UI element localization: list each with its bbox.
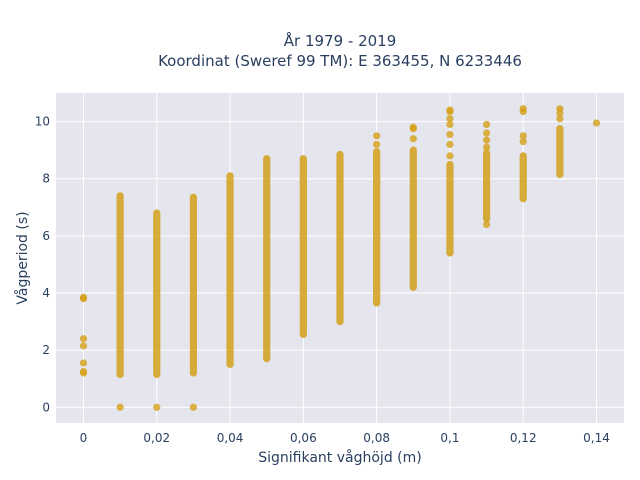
scatter-point-10-2	[446, 130, 454, 139]
scatter-point-1-0	[116, 403, 124, 411]
x-axis-title: Signifikant våghöjd (m)	[258, 449, 421, 466]
scatter-point-13-0	[556, 115, 564, 123]
y-axis-title: Vågperiod (s)	[14, 211, 31, 304]
scatter-point-11-3	[482, 129, 491, 137]
point-column-7	[336, 150, 344, 326]
point-column-2	[153, 209, 161, 379]
point-column-3	[189, 193, 198, 377]
point-column-1	[116, 192, 124, 379]
scatter-point-0-2	[79, 359, 88, 367]
y-tick-label-4: 8	[42, 172, 50, 186]
scatter-point-0-4	[79, 335, 88, 343]
scatter-point-0-6	[79, 293, 88, 301]
point-column-12	[519, 152, 527, 203]
scatter-point-0-1	[79, 367, 88, 376]
x-tick-label-3: 0,06	[290, 431, 317, 445]
x-tick-label-0: 0	[80, 431, 88, 445]
point-column-8	[373, 147, 381, 307]
scatter-point-10-1	[446, 140, 454, 149]
x-tick-label-2: 0,04	[217, 431, 244, 445]
point-column-11	[482, 149, 491, 223]
scatter-point-9-2	[409, 123, 417, 131]
scatter-point-11-0	[482, 220, 491, 229]
scatter-point-10-0	[446, 152, 454, 160]
scatter-point-12-3	[519, 105, 527, 113]
x-tick-label-1: 0,02	[143, 431, 170, 445]
chart-title-line-2: Koordinat (Sweref 99 TM): E 363455, N 62…	[158, 52, 522, 70]
x-tick-label-4: 0,08	[363, 431, 390, 445]
point-column-13	[556, 125, 564, 179]
x-tick-label-7: 0,14	[583, 431, 610, 445]
points-layer	[79, 105, 601, 411]
y-tick-label-5: 10	[35, 115, 50, 129]
scatter-point-11-4	[482, 120, 491, 129]
point-column-6	[299, 155, 307, 339]
point-column-5	[263, 155, 271, 363]
point-column-10	[446, 160, 454, 257]
scatter-point-9-0	[409, 135, 417, 143]
scatter-point-2-0	[153, 403, 161, 411]
scatter-point-10-4	[446, 115, 454, 123]
chart-title-line-1: År 1979 - 2019	[284, 31, 397, 50]
scatter-point-8-1	[373, 132, 381, 140]
y-tick-label-1: 2	[42, 343, 50, 357]
scatter-point-3-0	[189, 403, 198, 411]
x-tick-label-5: 0,1	[440, 431, 459, 445]
scatter-point-10-3	[446, 120, 454, 129]
point-column-4	[226, 172, 234, 369]
y-tick-label-0: 0	[42, 400, 50, 414]
tick-labels: 0 0,02 0,04 0,06 0,08 0,1 0,12 0,14 0 2 4 6 8 10	[35, 115, 610, 445]
scatter-point-10-6	[446, 106, 454, 114]
y-tick-label-2: 4	[42, 286, 50, 300]
scatter-point-14-0	[592, 119, 601, 127]
scatter-point-12-1	[519, 132, 527, 140]
scatter-point-11-1	[482, 143, 491, 151]
scatter-point-0-3	[79, 342, 88, 350]
y-tick-label-3: 6	[42, 229, 50, 243]
point-column-9	[409, 146, 417, 291]
x-tick-label-6: 0,12	[510, 431, 537, 445]
scatter-point-13-2	[556, 105, 564, 113]
scatter-point-11-2	[482, 136, 491, 144]
scatter-point-8-0	[373, 140, 381, 149]
scatter-point-12-0	[519, 137, 527, 146]
